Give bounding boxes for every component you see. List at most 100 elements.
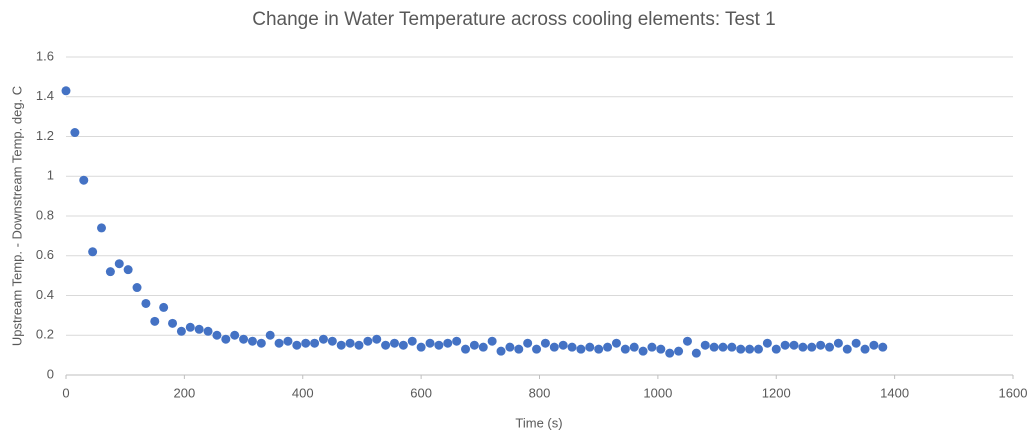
point bbox=[620, 344, 630, 354]
point bbox=[807, 342, 817, 352]
point bbox=[416, 342, 426, 352]
point bbox=[132, 283, 142, 293]
point bbox=[443, 338, 453, 348]
x-tick-label: 1400 bbox=[880, 385, 909, 400]
y-tick-label: 1.2 bbox=[36, 128, 54, 143]
point bbox=[105, 267, 115, 277]
point bbox=[718, 342, 728, 352]
point bbox=[753, 344, 763, 354]
x-tick-label: 800 bbox=[529, 385, 551, 400]
point bbox=[878, 342, 888, 352]
point bbox=[603, 342, 613, 352]
chart-title: Change in Water Temperature across cooli… bbox=[252, 9, 775, 30]
point bbox=[665, 348, 675, 358]
point bbox=[283, 336, 293, 346]
point bbox=[88, 247, 98, 257]
point bbox=[247, 336, 257, 346]
point bbox=[611, 338, 621, 348]
point bbox=[833, 338, 843, 348]
point bbox=[745, 344, 755, 354]
point bbox=[327, 336, 337, 346]
point bbox=[682, 336, 692, 346]
point bbox=[505, 342, 515, 352]
y-tick-label: 0.2 bbox=[36, 327, 54, 342]
point bbox=[585, 342, 595, 352]
point bbox=[532, 344, 542, 354]
point bbox=[558, 340, 568, 350]
x-tick-label: 200 bbox=[174, 385, 196, 400]
point bbox=[638, 346, 648, 356]
point bbox=[203, 326, 213, 336]
y-tick-label: 1 bbox=[47, 168, 54, 183]
point bbox=[221, 334, 231, 344]
point bbox=[230, 330, 240, 340]
point bbox=[310, 338, 320, 348]
point bbox=[851, 338, 861, 348]
point bbox=[150, 316, 160, 326]
point bbox=[771, 344, 781, 354]
point bbox=[274, 338, 284, 348]
point bbox=[860, 344, 870, 354]
point bbox=[629, 342, 639, 352]
point bbox=[70, 128, 80, 138]
x-tick-label: 1200 bbox=[762, 385, 791, 400]
x-tick-label: 600 bbox=[410, 385, 432, 400]
point bbox=[461, 344, 471, 354]
point bbox=[514, 344, 524, 354]
point bbox=[212, 330, 222, 340]
point bbox=[487, 336, 497, 346]
point bbox=[789, 340, 799, 350]
point bbox=[816, 340, 826, 350]
point bbox=[354, 340, 364, 350]
y-tick-label: 1.4 bbox=[36, 88, 54, 103]
point bbox=[656, 344, 666, 354]
point bbox=[798, 342, 808, 352]
point bbox=[762, 338, 772, 348]
x-tick-label: 1000 bbox=[643, 385, 672, 400]
point bbox=[185, 322, 195, 332]
point bbox=[691, 348, 701, 358]
y-axis-label: Upstream Temp. - Downstream Temp. deg. C bbox=[9, 86, 24, 346]
point bbox=[576, 344, 586, 354]
point bbox=[318, 334, 328, 344]
point bbox=[709, 342, 719, 352]
point bbox=[239, 334, 249, 344]
point bbox=[496, 346, 506, 356]
y-tick-label: 0 bbox=[47, 366, 54, 381]
point bbox=[700, 340, 710, 350]
point bbox=[398, 340, 408, 350]
point bbox=[425, 338, 435, 348]
x-axis-label: Time (s) bbox=[515, 415, 562, 430]
point bbox=[434, 340, 444, 350]
point bbox=[594, 344, 604, 354]
y-tick-label: 0.4 bbox=[36, 287, 54, 302]
point bbox=[265, 330, 275, 340]
point bbox=[194, 324, 204, 334]
point bbox=[372, 334, 382, 344]
point bbox=[159, 302, 169, 312]
point bbox=[407, 336, 417, 346]
point bbox=[842, 344, 852, 354]
point bbox=[540, 338, 550, 348]
point bbox=[727, 342, 737, 352]
point bbox=[114, 259, 124, 269]
point bbox=[647, 342, 657, 352]
point bbox=[549, 342, 559, 352]
point bbox=[736, 344, 746, 354]
x-tick-label: 0 bbox=[62, 385, 69, 400]
point bbox=[345, 338, 355, 348]
point bbox=[292, 340, 302, 350]
point bbox=[567, 342, 577, 352]
point bbox=[478, 342, 488, 352]
point bbox=[256, 338, 266, 348]
point bbox=[123, 265, 133, 275]
point bbox=[825, 342, 835, 352]
point bbox=[452, 336, 462, 346]
point bbox=[389, 338, 399, 348]
point bbox=[168, 318, 178, 328]
point bbox=[869, 340, 879, 350]
point bbox=[176, 326, 186, 336]
point bbox=[301, 338, 311, 348]
